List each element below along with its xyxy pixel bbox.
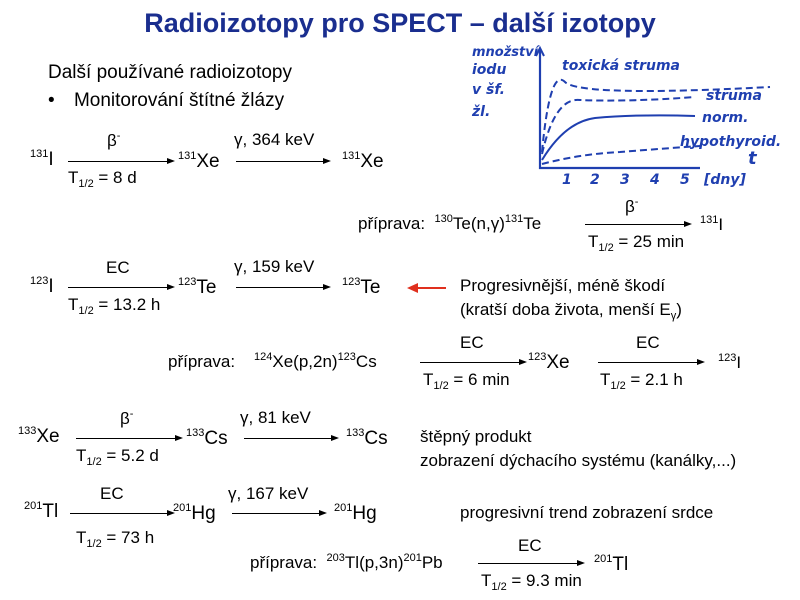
- hw-ylabel-1: množství: [472, 45, 541, 60]
- tl201-prep-decay: EC: [518, 536, 542, 555]
- bullet-item: • Monitorování štítné žlázy: [48, 90, 284, 112]
- hw-ylabel-2: iodu: [472, 62, 506, 78]
- hw-ylabel-3: v šf.: [472, 82, 505, 98]
- i123-arrow-1: [68, 284, 175, 290]
- i131-gamma: γ, 364 keV: [234, 130, 315, 149]
- i123-prep-halflife-2: T1/2 = 2.1 h: [600, 370, 683, 392]
- hw-ylabel-4: žl.: [471, 104, 490, 120]
- i123-decay: EC: [106, 258, 130, 277]
- tl201-decay: EC: [100, 484, 124, 503]
- tl201-parent: 201Tl: [24, 500, 59, 522]
- i131-arrow-2: [236, 158, 331, 164]
- tl201-prep-arrow: [478, 560, 585, 566]
- xe133-arrow-1: [76, 435, 183, 441]
- tl201-note: progresivní trend zobrazení srdce: [460, 503, 714, 522]
- hw-xaxis-t: t: [748, 148, 758, 169]
- i123-prep-arrow-2: [598, 359, 705, 365]
- i123-note-2: (kratší doba života, menší Eγ): [460, 300, 682, 322]
- i131-prep-arrow: [585, 221, 692, 227]
- i123-prep: příprava: 124Xe(p,2n)123Cs: [168, 351, 377, 371]
- hw-label-norm: norm.: [702, 110, 748, 126]
- slide-title: Radioizotopy pro SPECT – další izotopy: [144, 8, 656, 38]
- bullet-dot: •: [48, 90, 55, 111]
- hw-curve-hypo: [541, 145, 701, 165]
- i123-gamma: γ, 159 keV: [234, 257, 315, 276]
- tl201-halflife: T1/2 = 73 h: [76, 528, 155, 550]
- i123-prep-mid: 123Xe: [528, 351, 570, 373]
- hw-label-toxic: toxická struma: [562, 58, 680, 74]
- i123-prep-decay-1: EC: [460, 333, 484, 352]
- i131-final: 131Xe: [342, 150, 384, 172]
- tl201-arrow-1: [70, 510, 175, 516]
- xe133-gamma: γ, 81 keV: [240, 408, 311, 427]
- handwritten-uptake-sketch: množství iodu v šf. žl. toxická struma s…: [471, 45, 781, 188]
- i123-arrow-2: [236, 284, 331, 290]
- xe133-final: 133Cs: [346, 427, 388, 449]
- i123-prep-halflife-1: T1/2 = 6 min: [423, 370, 510, 392]
- i123-prep-decay-2: EC: [636, 333, 660, 352]
- hw-yaxis-arrow: [535, 45, 545, 57]
- hw-label-struma: struma: [706, 88, 762, 104]
- tl201-final: 201Hg: [334, 502, 377, 524]
- i131-parent: 131I: [30, 148, 54, 170]
- hw-tick-4: 4: [649, 172, 660, 188]
- hw-tick-5: 5: [680, 172, 690, 188]
- i123-prep-final: 123I: [718, 352, 742, 372]
- hw-tick-1: 1: [562, 172, 572, 188]
- xe133-daughter: 133Cs: [186, 427, 228, 449]
- tl201-prep-halflife: T1/2 = 9.3 min: [481, 571, 582, 593]
- i131-halflife: T1/2 = 8 d: [68, 168, 137, 190]
- xe133-note-1: štěpný produkt: [420, 427, 532, 446]
- hw-label-hypo: hypothyroid.: [680, 134, 781, 150]
- i131-decay: β-: [107, 130, 121, 150]
- i131-prep-final: 131I: [700, 214, 724, 234]
- i131-daughter: 131Xe: [178, 150, 220, 172]
- tl201-prep: příprava: 203Tl(p,3n)201Pb: [250, 552, 443, 572]
- tl201-prep-final: 201Tl: [594, 553, 629, 575]
- red-arrow-icon: [407, 283, 446, 293]
- i131-prep-decay: β-: [625, 196, 639, 216]
- i123-prep-arrow-1: [420, 359, 527, 365]
- i123-parent: 123I: [30, 275, 54, 297]
- i131-arrow-1: [68, 158, 175, 164]
- hw-curve-toxic: [541, 79, 771, 153]
- i123-daughter: 123Te: [178, 276, 217, 298]
- hw-tick-3: 3: [620, 172, 630, 188]
- bullet-text: Monitorování štítné žlázy: [73, 90, 285, 111]
- i131-prep: příprava: 130Te(n,γ)131Te: [358, 213, 542, 233]
- tl201-gamma: γ, 167 keV: [228, 484, 309, 503]
- tl201-daughter: 201Hg: [173, 502, 216, 524]
- i123-final: 123Te: [342, 276, 381, 298]
- hw-curve-norm: [541, 114, 696, 161]
- hw-xaxis-unit: [dny]: [703, 172, 747, 188]
- xe133-arrow-2: [244, 435, 339, 441]
- hw-axes: [538, 50, 700, 170]
- hw-curve-struma: [541, 96, 696, 155]
- i123-halflife: T1/2 = 13.2 h: [68, 295, 161, 317]
- tl201-arrow-2: [232, 510, 327, 516]
- xe133-parent: 133Xe: [18, 425, 60, 447]
- intro-text: Další používané radioizotopy: [48, 62, 292, 83]
- hw-tick-2: 2: [590, 172, 600, 188]
- i123-note-1: Progresivnější, méně škodí: [460, 276, 666, 295]
- i131-prep-halflife: T1/2 = 25 min: [588, 232, 685, 254]
- xe133-halflife: T1/2 = 5.2 d: [76, 446, 159, 468]
- xe133-decay: β-: [120, 408, 134, 428]
- xe133-note-2: zobrazení dýchacího systému (kanálky,...…: [420, 451, 737, 470]
